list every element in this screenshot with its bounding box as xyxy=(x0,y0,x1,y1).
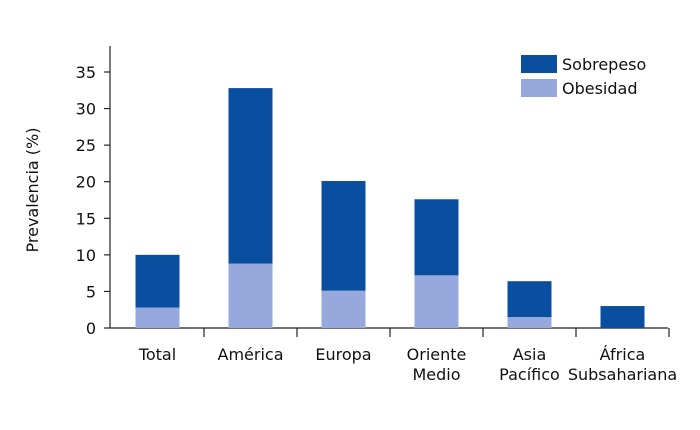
y-tick-label: 30 xyxy=(76,100,96,119)
legend-label-obesidad: Obesidad xyxy=(562,79,638,98)
x-category-label: Asia Pacífico xyxy=(499,345,560,384)
legend: Sobrepeso Obesidad xyxy=(521,55,646,98)
bars xyxy=(135,88,645,328)
x-category-label: África Subsahariana xyxy=(568,345,677,384)
x-category-label: Total xyxy=(138,345,176,364)
bar-obesidad-1 xyxy=(228,263,273,328)
y-tick-label: 0 xyxy=(86,319,96,338)
y-tick-label: 5 xyxy=(86,282,96,301)
x-axis-labels: Total América Europa Oriente Medio Asia Pacífi… xyxy=(138,345,677,384)
y-axis-label: Prevalencia (%) xyxy=(23,128,42,253)
x-category-label: América xyxy=(218,345,284,364)
x-category-label: Europa xyxy=(315,345,371,364)
x-category-label: Oriente Medio xyxy=(407,345,467,384)
bar-sobrepeso-4 xyxy=(507,281,552,318)
legend-label-sobrepeso: Sobrepeso xyxy=(562,55,646,74)
bar-obesidad-0 xyxy=(135,307,180,328)
bar-sobrepeso-2 xyxy=(321,180,366,291)
bar-sobrepeso-1 xyxy=(228,88,273,264)
axes: 0 5 10 15 20 25 30 35 xyxy=(76,46,670,338)
y-tick-label: 20 xyxy=(76,173,96,192)
legend-swatch-obesidad xyxy=(521,79,557,97)
bar-obesidad-4 xyxy=(507,317,552,328)
y-tick-label: 15 xyxy=(76,209,96,228)
y-tick-label: 10 xyxy=(76,246,96,265)
bar-sobrepeso-3 xyxy=(414,199,459,276)
bar-sobrepeso-0 xyxy=(135,254,180,308)
bar-obesidad-3 xyxy=(414,275,459,328)
legend-swatch-sobrepeso xyxy=(521,55,557,73)
y-tick-label: 25 xyxy=(76,136,96,155)
bar-obesidad-2 xyxy=(321,290,366,328)
y-tick-label: 35 xyxy=(76,63,96,82)
bar-sobrepeso-5 xyxy=(600,306,645,328)
